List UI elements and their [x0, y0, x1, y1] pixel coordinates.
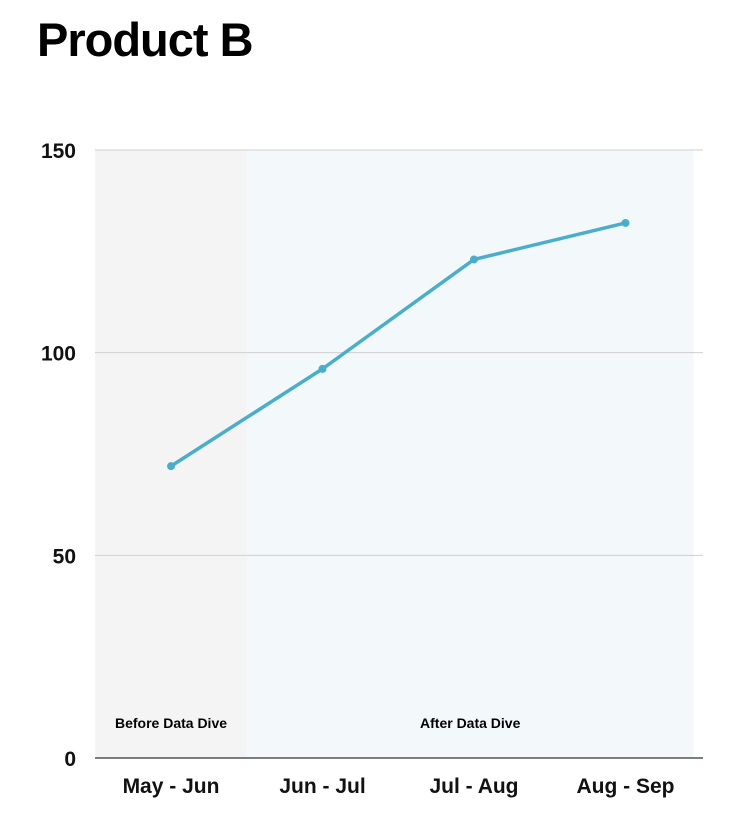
region-band-1 [246, 150, 694, 758]
series-layer [167, 218, 630, 471]
y-tick-label-2: 100 [41, 343, 76, 366]
x-tick-label-3: Aug - Sep [577, 775, 675, 798]
x-tick-label-0: May - Jun [123, 775, 220, 798]
data-point-0-3[interactable] [621, 218, 630, 227]
chart-title: Product B [37, 13, 254, 66]
data-point-0-0[interactable] [167, 462, 175, 471]
region-label-1: After Data Dive [420, 715, 521, 731]
x-axis-ticks: May - Jun Jun - Jul Jul - Aug Aug - Sep [123, 775, 675, 798]
chart-regions [95, 150, 694, 758]
data-point-0-2[interactable] [470, 255, 478, 264]
y-tick-label-3: 150 [41, 140, 76, 163]
data-point-0-1[interactable] [318, 364, 327, 373]
x-tick-label-1: Jun - Jul [279, 775, 365, 798]
region-band-0 [95, 150, 247, 758]
region-labels: Before Data Dive After Data Dive [115, 715, 521, 731]
y-tick-label-0: 0 [64, 748, 76, 771]
series-line-0 [169, 221, 628, 468]
gridlines [95, 149, 703, 759]
y-axis-ticks: 0 50 100 150 [41, 140, 76, 771]
y-tick-label-1: 50 [53, 545, 76, 568]
region-label-0: Before Data Dive [115, 715, 227, 731]
x-tick-label-2: Jul - Aug [429, 775, 518, 798]
